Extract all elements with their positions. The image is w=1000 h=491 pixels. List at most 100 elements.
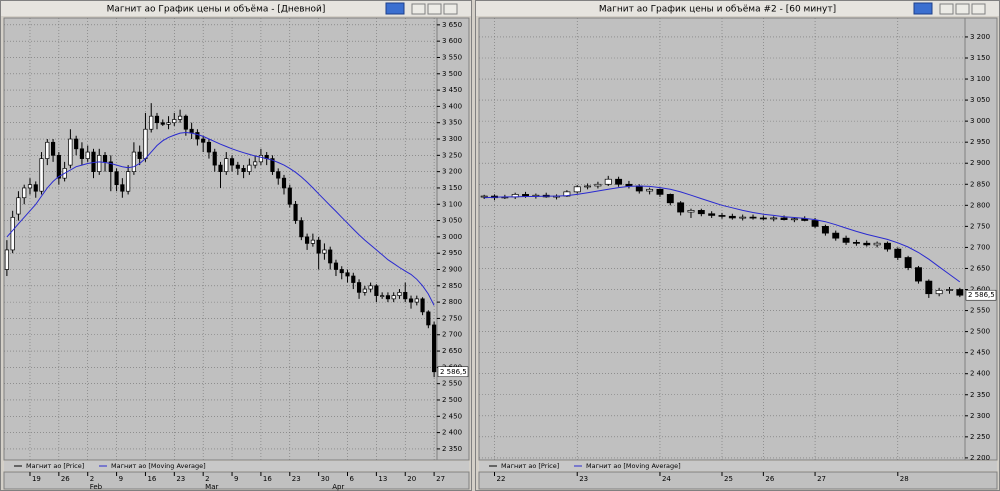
y-tick-label: 3 550	[442, 53, 462, 61]
candle-body	[253, 161, 258, 166]
candle-body	[873, 242, 881, 246]
y-tick-label: 2 450	[970, 349, 990, 357]
window-button[interactable]	[427, 3, 442, 15]
candle-body	[677, 202, 685, 213]
candle-body	[333, 262, 339, 270]
candle-body	[126, 171, 131, 192]
candle-body	[345, 272, 350, 277]
pin-button[interactable]	[385, 2, 405, 15]
candle-body	[27, 184, 33, 189]
x-tick-label: 27	[436, 475, 445, 483]
y-tick-label: 2 850	[442, 282, 462, 290]
candle-body	[178, 115, 183, 120]
y-tick-label: 2 900	[970, 159, 990, 167]
last-value-box	[437, 366, 469, 378]
candle-body	[646, 188, 654, 192]
candle-body	[114, 171, 119, 186]
y-tick-label: 2 850	[970, 180, 990, 188]
candle-body	[79, 148, 85, 159]
candle-body	[821, 226, 829, 234]
x-tick-label: 24	[662, 475, 671, 483]
moving-average-line	[6, 131, 435, 306]
candle-body	[759, 217, 767, 220]
y-tick-label: 2 750	[442, 314, 462, 322]
window-button[interactable]	[939, 3, 954, 15]
candle-body	[749, 216, 757, 219]
x-tick-label: 23	[176, 475, 185, 483]
y-tick-label: 3 100	[442, 200, 462, 208]
title-bar	[476, 1, 999, 16]
candle-body	[224, 158, 229, 172]
candle-body	[480, 195, 488, 198]
legend-label: Магнит ао [Moving Average]	[111, 462, 206, 470]
legend-label: Магнит ао [Price]	[501, 462, 559, 470]
y-tick-label: 2 650	[442, 347, 462, 355]
candle-body	[137, 151, 142, 159]
candle-body	[229, 158, 235, 166]
candle-body	[432, 324, 437, 373]
candle-body	[883, 242, 891, 250]
candle-body	[852, 242, 860, 244]
candle-body	[739, 216, 747, 219]
x-axis-strip	[478, 471, 998, 490]
y-tick-label: 2 950	[970, 138, 990, 146]
y-tick-label: 3 050	[970, 96, 990, 104]
candle-body	[426, 311, 431, 326]
candle-body	[708, 213, 716, 216]
candle-body	[573, 186, 581, 193]
candle-body	[408, 298, 414, 303]
window-title: Магнит ао График цены и объёма #2 - [60 …	[599, 5, 836, 15]
candle-body	[666, 194, 674, 204]
y-tick-label: 2 400	[442, 429, 462, 437]
candle-body	[522, 194, 529, 197]
y-tick-label: 3 200	[442, 168, 462, 176]
candle-body	[258, 154, 263, 163]
y-tick-label: 3 250	[442, 151, 462, 159]
window-button[interactable]	[971, 3, 986, 15]
plot-area	[478, 17, 998, 461]
chart-window: Магнит ао График цены и объёма #2 - [60 …	[475, 0, 1000, 491]
candle-body	[328, 249, 333, 264]
legend-label: Магнит ао [Moving Average]	[586, 462, 681, 470]
y-tick-label: 2 450	[442, 412, 462, 420]
candle-body	[374, 285, 379, 296]
candle-body	[615, 178, 623, 185]
title-bar	[1, 1, 471, 16]
candle-body	[397, 291, 402, 296]
y-tick-label: 2 200	[970, 454, 990, 462]
candle-body	[339, 269, 344, 274]
candle-body	[904, 257, 912, 268]
candle-body	[718, 215, 726, 217]
x-tick-label: 26	[765, 475, 774, 483]
candle-body	[160, 122, 165, 125]
x-tick-label: 27	[817, 475, 826, 483]
month-label: Feb	[90, 483, 103, 491]
window-button[interactable]	[955, 3, 970, 15]
y-tick-label: 3 150	[970, 54, 990, 62]
y-tick-label: 3 000	[970, 117, 990, 125]
candle-body	[68, 138, 73, 166]
candle-body	[780, 217, 788, 220]
candle-body	[218, 164, 223, 172]
y-tick-label: 2 300	[970, 412, 990, 420]
candle-body	[183, 115, 188, 130]
y-tick-label: 2 700	[442, 331, 462, 339]
candle-body	[362, 288, 367, 293]
candle-body	[863, 242, 871, 246]
candle-body	[790, 218, 798, 221]
candle-body	[247, 164, 252, 172]
candle-body	[385, 295, 391, 300]
candle-body	[195, 132, 200, 140]
candle-body	[201, 138, 206, 143]
window-button[interactable]	[443, 3, 458, 15]
y-tick-label: 2 400	[970, 370, 990, 378]
pin-button[interactable]	[913, 2, 933, 15]
candle-body	[33, 184, 38, 192]
candle-body	[97, 154, 102, 172]
candle-body	[946, 289, 953, 291]
window-button[interactable]	[411, 3, 426, 15]
moving-average-line	[484, 185, 961, 283]
candle-body	[85, 151, 90, 159]
candle-body	[594, 183, 602, 187]
